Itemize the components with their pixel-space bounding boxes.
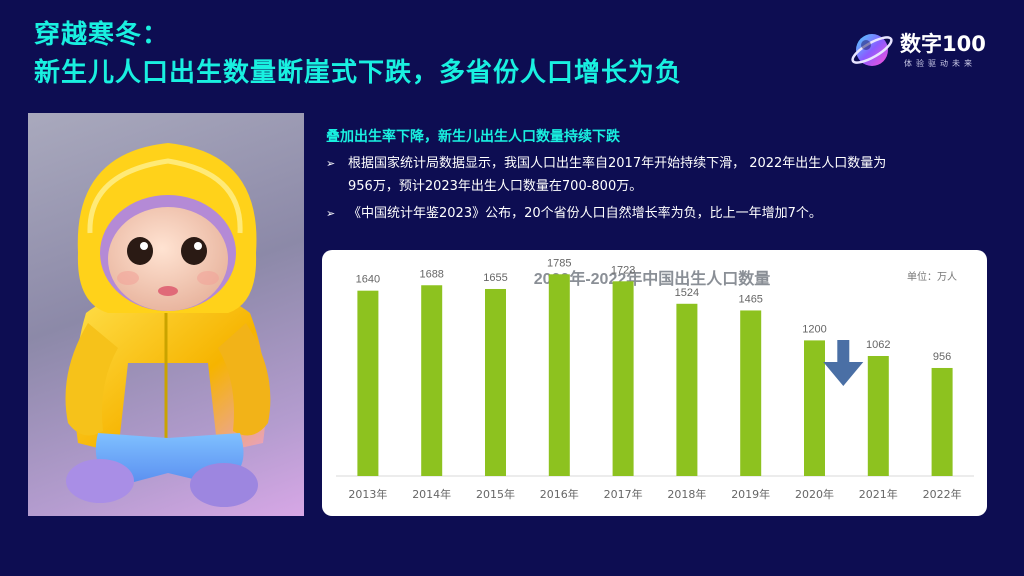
page-title-line2: 新生儿人口出生数量断崖式下跌，多省份人口增长为负 — [34, 58, 683, 88]
bullet-heading: 叠加出生率下降，新生儿出生人口数量持续下跌 — [326, 129, 620, 145]
bullet-item: ➢ 根据国家统计局数据显示，我国人口出生率自2017年开始持续下滑， 2022年… — [326, 152, 996, 175]
x-tick-label: 2016年 — [540, 487, 579, 501]
x-tick-label: 2021年 — [859, 487, 898, 501]
baby-in-yellow-hoodie-image — [65, 143, 271, 507]
bullet-text: 《中国统计年鉴2023》公布，20个省份人口自然增长率为负，比上一年增加7个。 — [348, 206, 822, 221]
logo-tagline: 体验驱动未来 — [904, 59, 976, 68]
bar-2017年 — [612, 281, 634, 476]
data-label: 1655 — [483, 272, 507, 284]
bullet-item: ➢ 《中国统计年鉴2023》公布，20个省份人口自然增长率为负，比上一年增加7个… — [326, 202, 996, 225]
arrow-bullet-icon: ➢ — [326, 157, 336, 170]
data-label: 1465 — [738, 293, 762, 305]
bar-2020年 — [804, 340, 825, 476]
bar-2016年 — [548, 274, 570, 476]
globe-logo-icon — [851, 34, 893, 66]
bar-2018年 — [676, 303, 698, 476]
bullet-text: 956万，预计2023年出生人口数量在700-800万。 — [348, 179, 643, 194]
bar-2019年 — [740, 310, 762, 476]
bar-2013年 — [357, 290, 379, 476]
bar-2021年 — [867, 355, 889, 476]
x-tick-label: 2018年 — [667, 487, 706, 501]
bullet-text: 根据国家统计局数据显示，我国人口出生率自2017年开始持续下滑， 2022年出生… — [348, 156, 887, 171]
data-label: 956 — [933, 351, 951, 363]
data-label: 1062 — [866, 339, 890, 351]
data-label: 1200 — [802, 323, 826, 335]
x-tick-label: 2014年 — [412, 487, 451, 501]
page-title-line1: 穿越寒冬： — [34, 20, 170, 50]
data-label: 1688 — [419, 268, 443, 280]
birth-population-bar-chart: 2000年-2022年中国出生人口数量 单位：万人 1640 2013年 1688 2… — [336, 257, 974, 501]
bar-2022年 — [931, 367, 953, 476]
x-tick-label: 2019年 — [731, 487, 770, 501]
chart-card: 2000年-2022年中国出生人口数量 单位：万人 1640 2013年 1688 2… — [322, 250, 987, 516]
data-label: 1723 — [611, 264, 635, 276]
chart-unit-label: 单位：万人 — [907, 270, 957, 283]
bar-2015年 — [485, 288, 506, 476]
x-tick-label: 2017年 — [604, 487, 643, 501]
data-label: 1640 — [356, 274, 380, 286]
bullet-section: 叠加出生率下降，新生儿出生人口数量持续下跌 ➢ 根据国家统计局数据显示，我国人口… — [326, 126, 996, 229]
bar-2014年 — [421, 285, 443, 476]
baby-illustration — [28, 113, 304, 516]
x-tick-label: 2015年 — [476, 487, 515, 501]
x-tick-label: 2020年 — [795, 487, 834, 501]
arrow-bullet-icon: ➢ — [326, 207, 336, 220]
x-tick-label: 2022年 — [923, 487, 962, 501]
down-arrow-icon — [823, 340, 864, 386]
x-tick-label: 2013年 — [348, 487, 387, 501]
data-label: 1524 — [675, 287, 699, 299]
brand-logo: 数字100 体验驱动未来 — [848, 26, 998, 76]
chart-title: 2000年-2022年中国出生人口数量 — [534, 269, 771, 288]
data-label: 1785 — [547, 257, 571, 269]
bullet-item-continued: 956万，预计2023年出生人口数量在700-800万。 — [326, 175, 996, 198]
logo-name: 数字100 — [900, 32, 986, 56]
